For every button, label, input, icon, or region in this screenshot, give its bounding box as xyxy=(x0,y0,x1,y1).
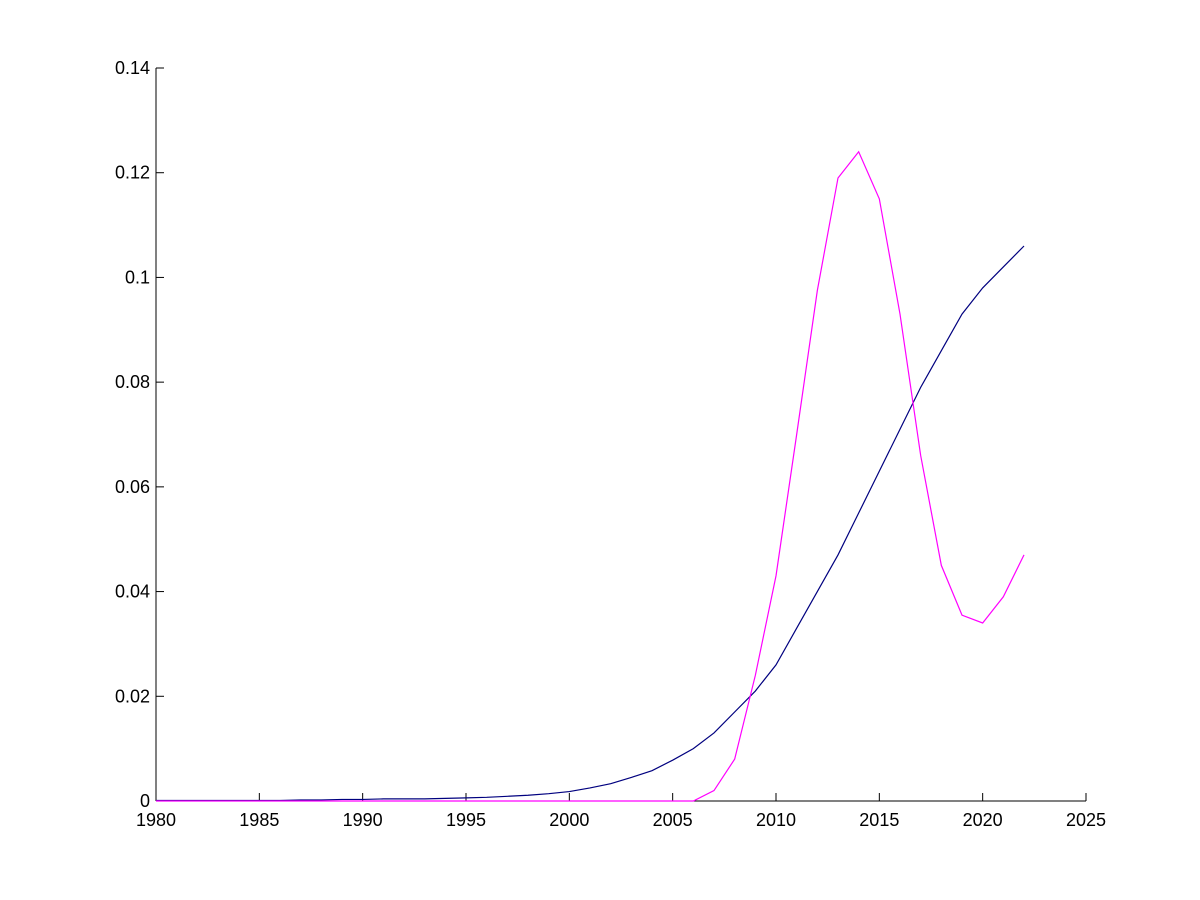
series-line xyxy=(156,150,1025,802)
y-tick-label: 0 xyxy=(140,791,150,811)
x-tick-label: 2000 xyxy=(549,810,589,830)
x-tick-label: 1995 xyxy=(446,810,486,830)
y-tick-label: 0.08 xyxy=(115,372,150,392)
y-tick-label: 0.04 xyxy=(115,582,150,602)
x-tick-label: 2005 xyxy=(653,810,693,830)
y-tick-label: 0.1 xyxy=(125,267,150,287)
x-tick-label: 1980 xyxy=(136,810,176,830)
x-tick-label: 2010 xyxy=(756,810,796,830)
y-tick-label: 0.06 xyxy=(115,477,150,497)
x-tick-label: 1985 xyxy=(239,810,279,830)
y-tick-label: 0.02 xyxy=(115,686,150,706)
series-line xyxy=(156,245,1025,802)
y-tick-label: 0.12 xyxy=(115,163,150,183)
x-tick-label: 2020 xyxy=(963,810,1003,830)
y-tick-label: 0.14 xyxy=(115,58,150,78)
x-tick-label: 1990 xyxy=(343,810,383,830)
x-tick-label: 2015 xyxy=(859,810,899,830)
x-tick-label: 2025 xyxy=(1066,810,1106,830)
